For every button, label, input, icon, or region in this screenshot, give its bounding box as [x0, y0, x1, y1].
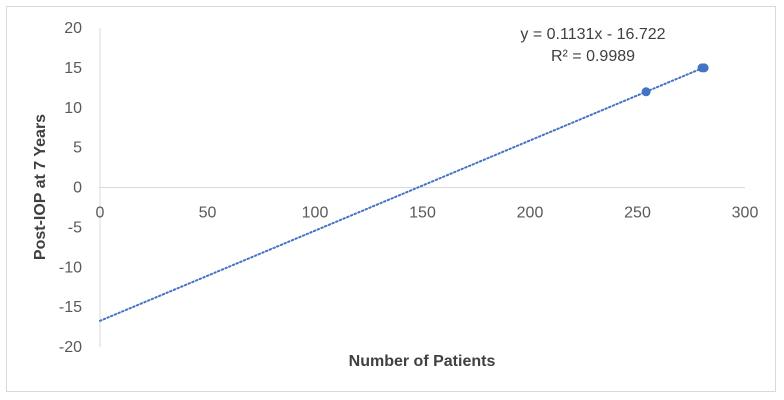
trendline [99, 66, 706, 322]
y-tick-label: 10 [64, 100, 82, 117]
x-tick-label: 0 [96, 205, 105, 222]
x-tick-label: 100 [302, 205, 329, 222]
x-tick-label: 50 [199, 205, 217, 222]
x-tick-label: 250 [624, 205, 651, 222]
y-tick-label: 20 [64, 20, 82, 37]
data-points [641, 63, 709, 97]
y-tick-label: -5 [68, 219, 82, 236]
x-axis-title: Number of Patients [349, 353, 496, 370]
y-axis-title: Post-IOP at 7 Years [32, 114, 49, 260]
y-tick-label: 5 [73, 140, 82, 157]
y-tick-label: 15 [64, 60, 82, 77]
trendline-group [99, 66, 706, 322]
y-tick-label: -15 [59, 299, 82, 316]
y-tick-label: -20 [59, 339, 82, 356]
x-tick-label: 200 [517, 205, 544, 222]
x-tick-label: 150 [409, 205, 436, 222]
y-tick-label: 0 [73, 180, 82, 197]
axes [99, 28, 745, 347]
x-tick-label: 300 [732, 205, 759, 222]
y-tick-label: -10 [59, 259, 82, 276]
trendline-equation: y = 0.1131x - 16.722 [520, 26, 665, 43]
data-point [699, 63, 709, 73]
data-point [641, 87, 651, 97]
trendline-r-squared: R² = 0.9989 [551, 48, 635, 65]
